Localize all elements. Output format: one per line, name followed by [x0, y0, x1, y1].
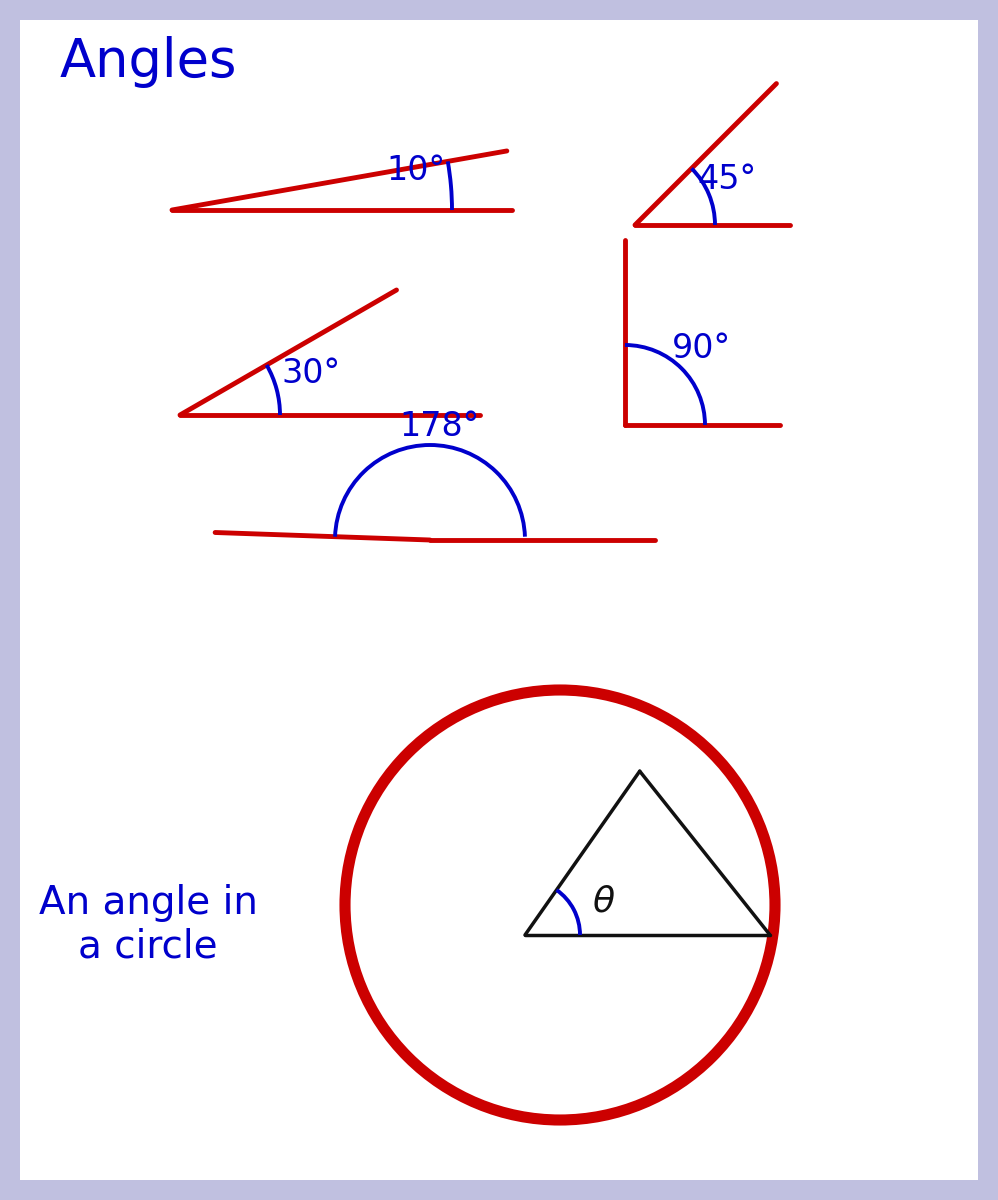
Text: 30°: 30° [281, 356, 340, 390]
FancyBboxPatch shape [20, 20, 978, 1180]
Text: θ: θ [593, 884, 615, 919]
Text: Angles: Angles [60, 36, 238, 88]
Text: 178°: 178° [400, 410, 480, 444]
Text: 45°: 45° [698, 163, 756, 197]
Text: 10°: 10° [386, 154, 446, 187]
Text: An angle in
a circle: An angle in a circle [39, 884, 257, 966]
Text: 90°: 90° [672, 332, 731, 365]
